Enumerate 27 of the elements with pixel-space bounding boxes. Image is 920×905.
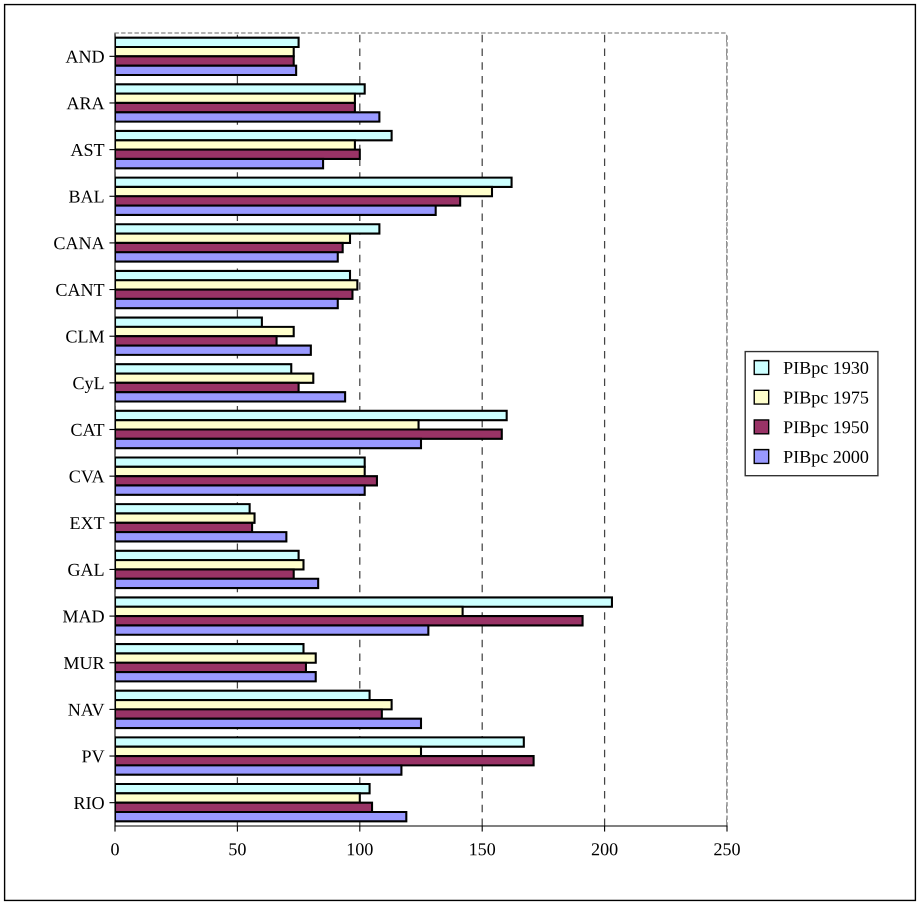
legend-label: PIBpc 1975: [784, 392, 868, 408]
y-tick-label: RIO: [74, 796, 104, 810]
y-tick-label: PV: [82, 750, 104, 763]
y-tick-label: CyL: [73, 377, 104, 393]
y-tick-label: MUR: [64, 657, 105, 670]
x-tick-label: 0: [111, 843, 119, 856]
y-tick-label: CAT: [71, 424, 104, 436]
y-tick-label: EXT: [70, 517, 104, 530]
y-tick-label: CLM: [66, 330, 104, 343]
legend-label: PIBpc 1930: [784, 362, 868, 378]
y-tick-label: CVA: [70, 470, 104, 483]
x-tick-label: 250: [714, 843, 740, 856]
y-tick-label: CANT: [56, 284, 104, 296]
y-tick-label: CANA: [54, 237, 104, 250]
x-tick-label: 50: [229, 843, 246, 856]
x-tick-label: 100: [348, 843, 373, 856]
x-tick-label: 150: [470, 843, 496, 856]
x-tick-label: 200: [592, 843, 618, 856]
y-tick-label: MAD: [62, 610, 104, 622]
y-tick-label: ARA: [66, 97, 104, 110]
y-tick-label: AND: [66, 50, 104, 63]
legend-label: PIBpc 1950: [784, 421, 868, 437]
legend-label: PIBpc 2000: [784, 450, 868, 467]
y-tick-label: BAL: [68, 190, 104, 203]
y-tick-label: GAL: [68, 564, 104, 576]
y-tick-label: AST: [70, 144, 104, 156]
y-tick-label: NAV: [68, 704, 104, 716]
